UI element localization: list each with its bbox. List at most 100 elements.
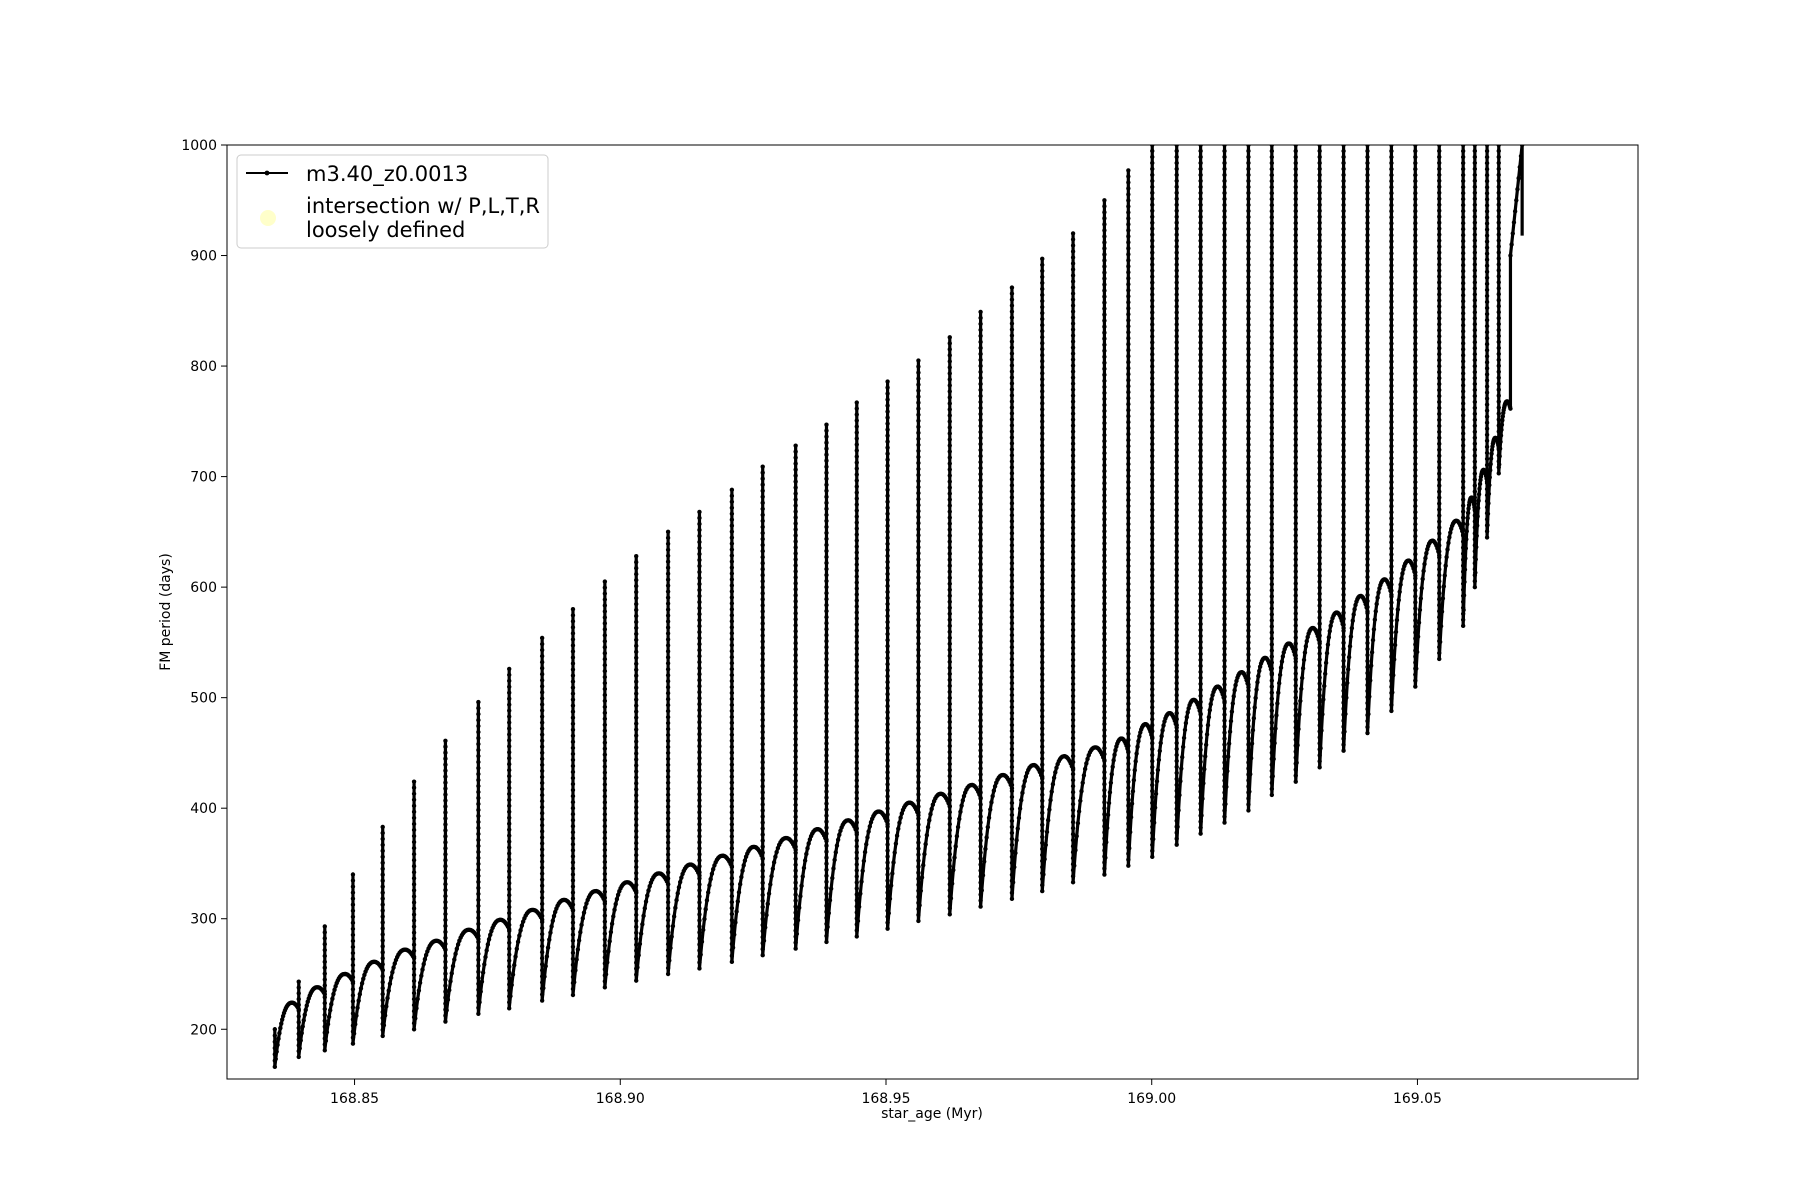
data-point — [1009, 674, 1015, 680]
data-point — [1102, 342, 1107, 347]
data-point — [1254, 687, 1259, 692]
data-point — [1496, 250, 1501, 255]
data-point — [729, 625, 735, 630]
data-point — [1365, 334, 1370, 340]
data-point — [1365, 634, 1370, 640]
data-point — [355, 1005, 360, 1010]
data-point — [1053, 770, 1058, 775]
data-point — [1413, 497, 1418, 503]
data-point — [1413, 467, 1418, 473]
data-point — [1472, 316, 1478, 321]
data-point — [1413, 539, 1418, 545]
data-point — [697, 894, 702, 899]
data-point — [1222, 502, 1227, 507]
data-point — [1150, 770, 1155, 776]
data-point — [697, 689, 702, 695]
data-point — [1222, 280, 1227, 286]
data-point — [1293, 521, 1298, 526]
data-point — [978, 327, 983, 333]
data-point — [1246, 148, 1251, 154]
data-point — [947, 593, 952, 598]
data-point — [1174, 692, 1179, 698]
data-point — [1174, 376, 1179, 381]
data-point — [916, 466, 921, 472]
data-point — [1174, 316, 1179, 321]
data-point — [1293, 503, 1298, 508]
data-point — [1009, 698, 1015, 704]
data-point — [1269, 702, 1275, 707]
data-point — [322, 941, 327, 947]
data-point — [947, 767, 952, 773]
data-point — [1126, 264, 1131, 269]
data-point — [1126, 743, 1131, 748]
data-point — [854, 580, 859, 585]
data-point — [1413, 359, 1418, 364]
data-point — [1413, 148, 1418, 154]
data-point — [1126, 300, 1131, 305]
data-point — [854, 424, 859, 429]
data-point — [1413, 287, 1418, 292]
data-point — [1102, 649, 1107, 654]
data-point — [947, 419, 952, 424]
data-point — [1126, 252, 1131, 257]
data-point — [634, 721, 639, 726]
data-point — [760, 681, 765, 686]
data-point — [978, 778, 983, 783]
data-point — [1070, 261, 1076, 266]
data-point — [761, 938, 767, 943]
data-point — [1126, 749, 1131, 754]
data-point — [1222, 460, 1227, 465]
data-point — [1293, 190, 1298, 196]
data-point — [1389, 395, 1394, 401]
data-point — [579, 922, 584, 928]
data-point — [1269, 269, 1275, 274]
data-point — [1102, 685, 1107, 691]
data-point — [1389, 407, 1394, 413]
data-point — [793, 503, 798, 508]
data-point — [1174, 543, 1179, 548]
data-point — [1009, 303, 1015, 308]
data-point — [793, 593, 798, 598]
data-point — [1413, 594, 1418, 599]
data-point — [1150, 316, 1155, 321]
data-point — [1222, 730, 1227, 735]
data-point — [824, 933, 829, 939]
data-point — [793, 712, 798, 718]
data-point — [580, 916, 585, 921]
data-point — [1293, 365, 1298, 370]
data-point — [1389, 588, 1394, 593]
data-point — [634, 697, 639, 702]
data-point — [634, 960, 639, 965]
data-point — [1365, 346, 1370, 352]
data-point — [1126, 533, 1131, 539]
data-point — [978, 808, 983, 813]
data-point — [1317, 310, 1322, 315]
data-point — [1269, 618, 1275, 623]
data-point — [539, 907, 545, 913]
data-point — [1460, 485, 1466, 490]
data-point — [978, 555, 983, 561]
data-point — [324, 1029, 330, 1035]
data-point — [1198, 543, 1203, 549]
data-point — [854, 706, 859, 711]
data-point — [1437, 429, 1442, 435]
data-point — [885, 776, 890, 781]
data-point — [411, 906, 417, 911]
data-point — [1437, 435, 1442, 441]
data-point — [1017, 806, 1023, 811]
data-point — [1437, 381, 1442, 387]
data-point — [1070, 801, 1076, 807]
data-point — [411, 918, 417, 923]
data-point — [1246, 778, 1251, 783]
data-point — [1484, 505, 1490, 510]
data-point — [1484, 535, 1490, 540]
data-point — [928, 811, 933, 817]
data-point — [1070, 507, 1076, 512]
data-point — [824, 885, 829, 890]
data-point — [476, 927, 481, 933]
data-point — [885, 577, 890, 583]
data-point — [1102, 324, 1107, 329]
data-point — [1248, 755, 1254, 761]
data-point — [1040, 882, 1045, 888]
data-point — [1447, 535, 1452, 540]
